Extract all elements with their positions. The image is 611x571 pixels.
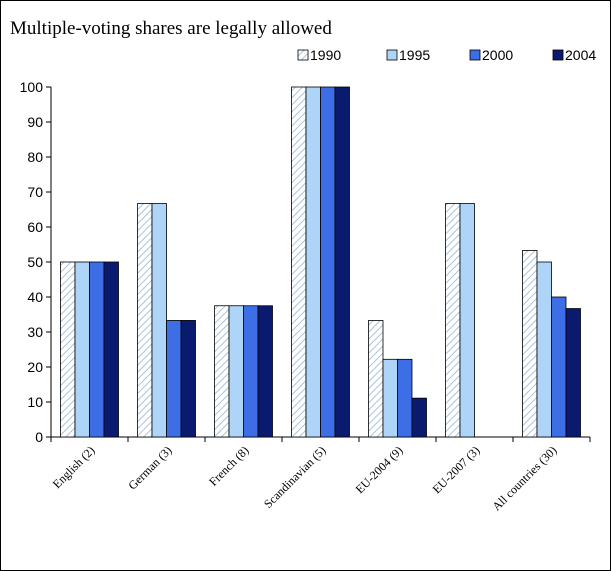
bar-2004 xyxy=(257,305,273,438)
legend-swatch-1990 xyxy=(297,49,309,61)
bar-1995 xyxy=(536,261,552,438)
bar-2004 xyxy=(334,86,350,438)
legend-swatch-2000 xyxy=(469,49,481,61)
bar-1990 xyxy=(368,320,384,438)
y-tick-label: 50 xyxy=(27,254,43,270)
category-label: German (3) xyxy=(125,443,174,492)
bar-2000 xyxy=(166,320,182,438)
bar-2004 xyxy=(411,397,427,438)
bar-1995 xyxy=(459,203,475,438)
bar-2004 xyxy=(565,308,581,438)
bar-1990 xyxy=(522,250,538,438)
bar-2000 xyxy=(397,358,413,438)
axes: 0 10 20 30 40 50 60 70 80 90 100 xyxy=(20,79,591,445)
y-tick-label: 60 xyxy=(27,219,43,235)
bar-2004 xyxy=(103,261,119,438)
bar-1990 xyxy=(60,261,76,438)
bar-2000 xyxy=(551,296,567,438)
y-tick-label: 100 xyxy=(20,79,44,95)
category-label: French (8) xyxy=(206,443,251,488)
bars xyxy=(60,86,581,438)
y-tick-label: 80 xyxy=(27,149,43,165)
y-tick-label: 10 xyxy=(27,394,43,410)
y-tick-label: 40 xyxy=(27,289,43,305)
y-tick-label: 70 xyxy=(27,184,43,200)
legend-swatch-2004 xyxy=(552,49,564,61)
bar-1995 xyxy=(228,305,244,438)
legend-label-1995: 1995 xyxy=(399,47,430,63)
category-label: English (2) xyxy=(50,443,98,491)
bar-2004 xyxy=(180,320,196,438)
legend-label-2000: 2000 xyxy=(482,47,513,63)
chart-title: Multiple-voting shares are legally allow… xyxy=(10,18,332,39)
bar-1995 xyxy=(151,203,167,438)
bar-1990 xyxy=(291,86,307,438)
legend-label-2004: 2004 xyxy=(565,47,596,63)
bar-1995 xyxy=(74,261,90,438)
y-tick-label: 20 xyxy=(27,359,43,375)
category-labels: English (2) German (3) French (8) Scandinav… xyxy=(50,443,560,513)
bar-1995 xyxy=(382,358,398,438)
bar-2000 xyxy=(89,261,105,438)
bar-2000 xyxy=(320,86,336,438)
category-label: Scandinavian (5) xyxy=(261,443,329,511)
y-tick-label: 30 xyxy=(27,324,43,340)
legend-label-1990: 1990 xyxy=(310,47,341,63)
category-label: All countries (30) xyxy=(489,443,559,513)
y-tick-label: 90 xyxy=(27,114,43,130)
legend: 1990 1995 2000 2004 xyxy=(297,47,596,63)
bar-2000 xyxy=(243,305,259,438)
category-label: EU-2007 (3) xyxy=(430,443,483,496)
legend-swatch-1995 xyxy=(386,49,398,61)
bar-1995 xyxy=(305,86,321,438)
bar-1990 xyxy=(137,203,153,438)
category-label: EU-2004 (9) xyxy=(353,443,406,496)
bar-1990 xyxy=(445,203,461,438)
bar-1990 xyxy=(214,305,230,438)
y-tick-label: 0 xyxy=(35,429,43,445)
